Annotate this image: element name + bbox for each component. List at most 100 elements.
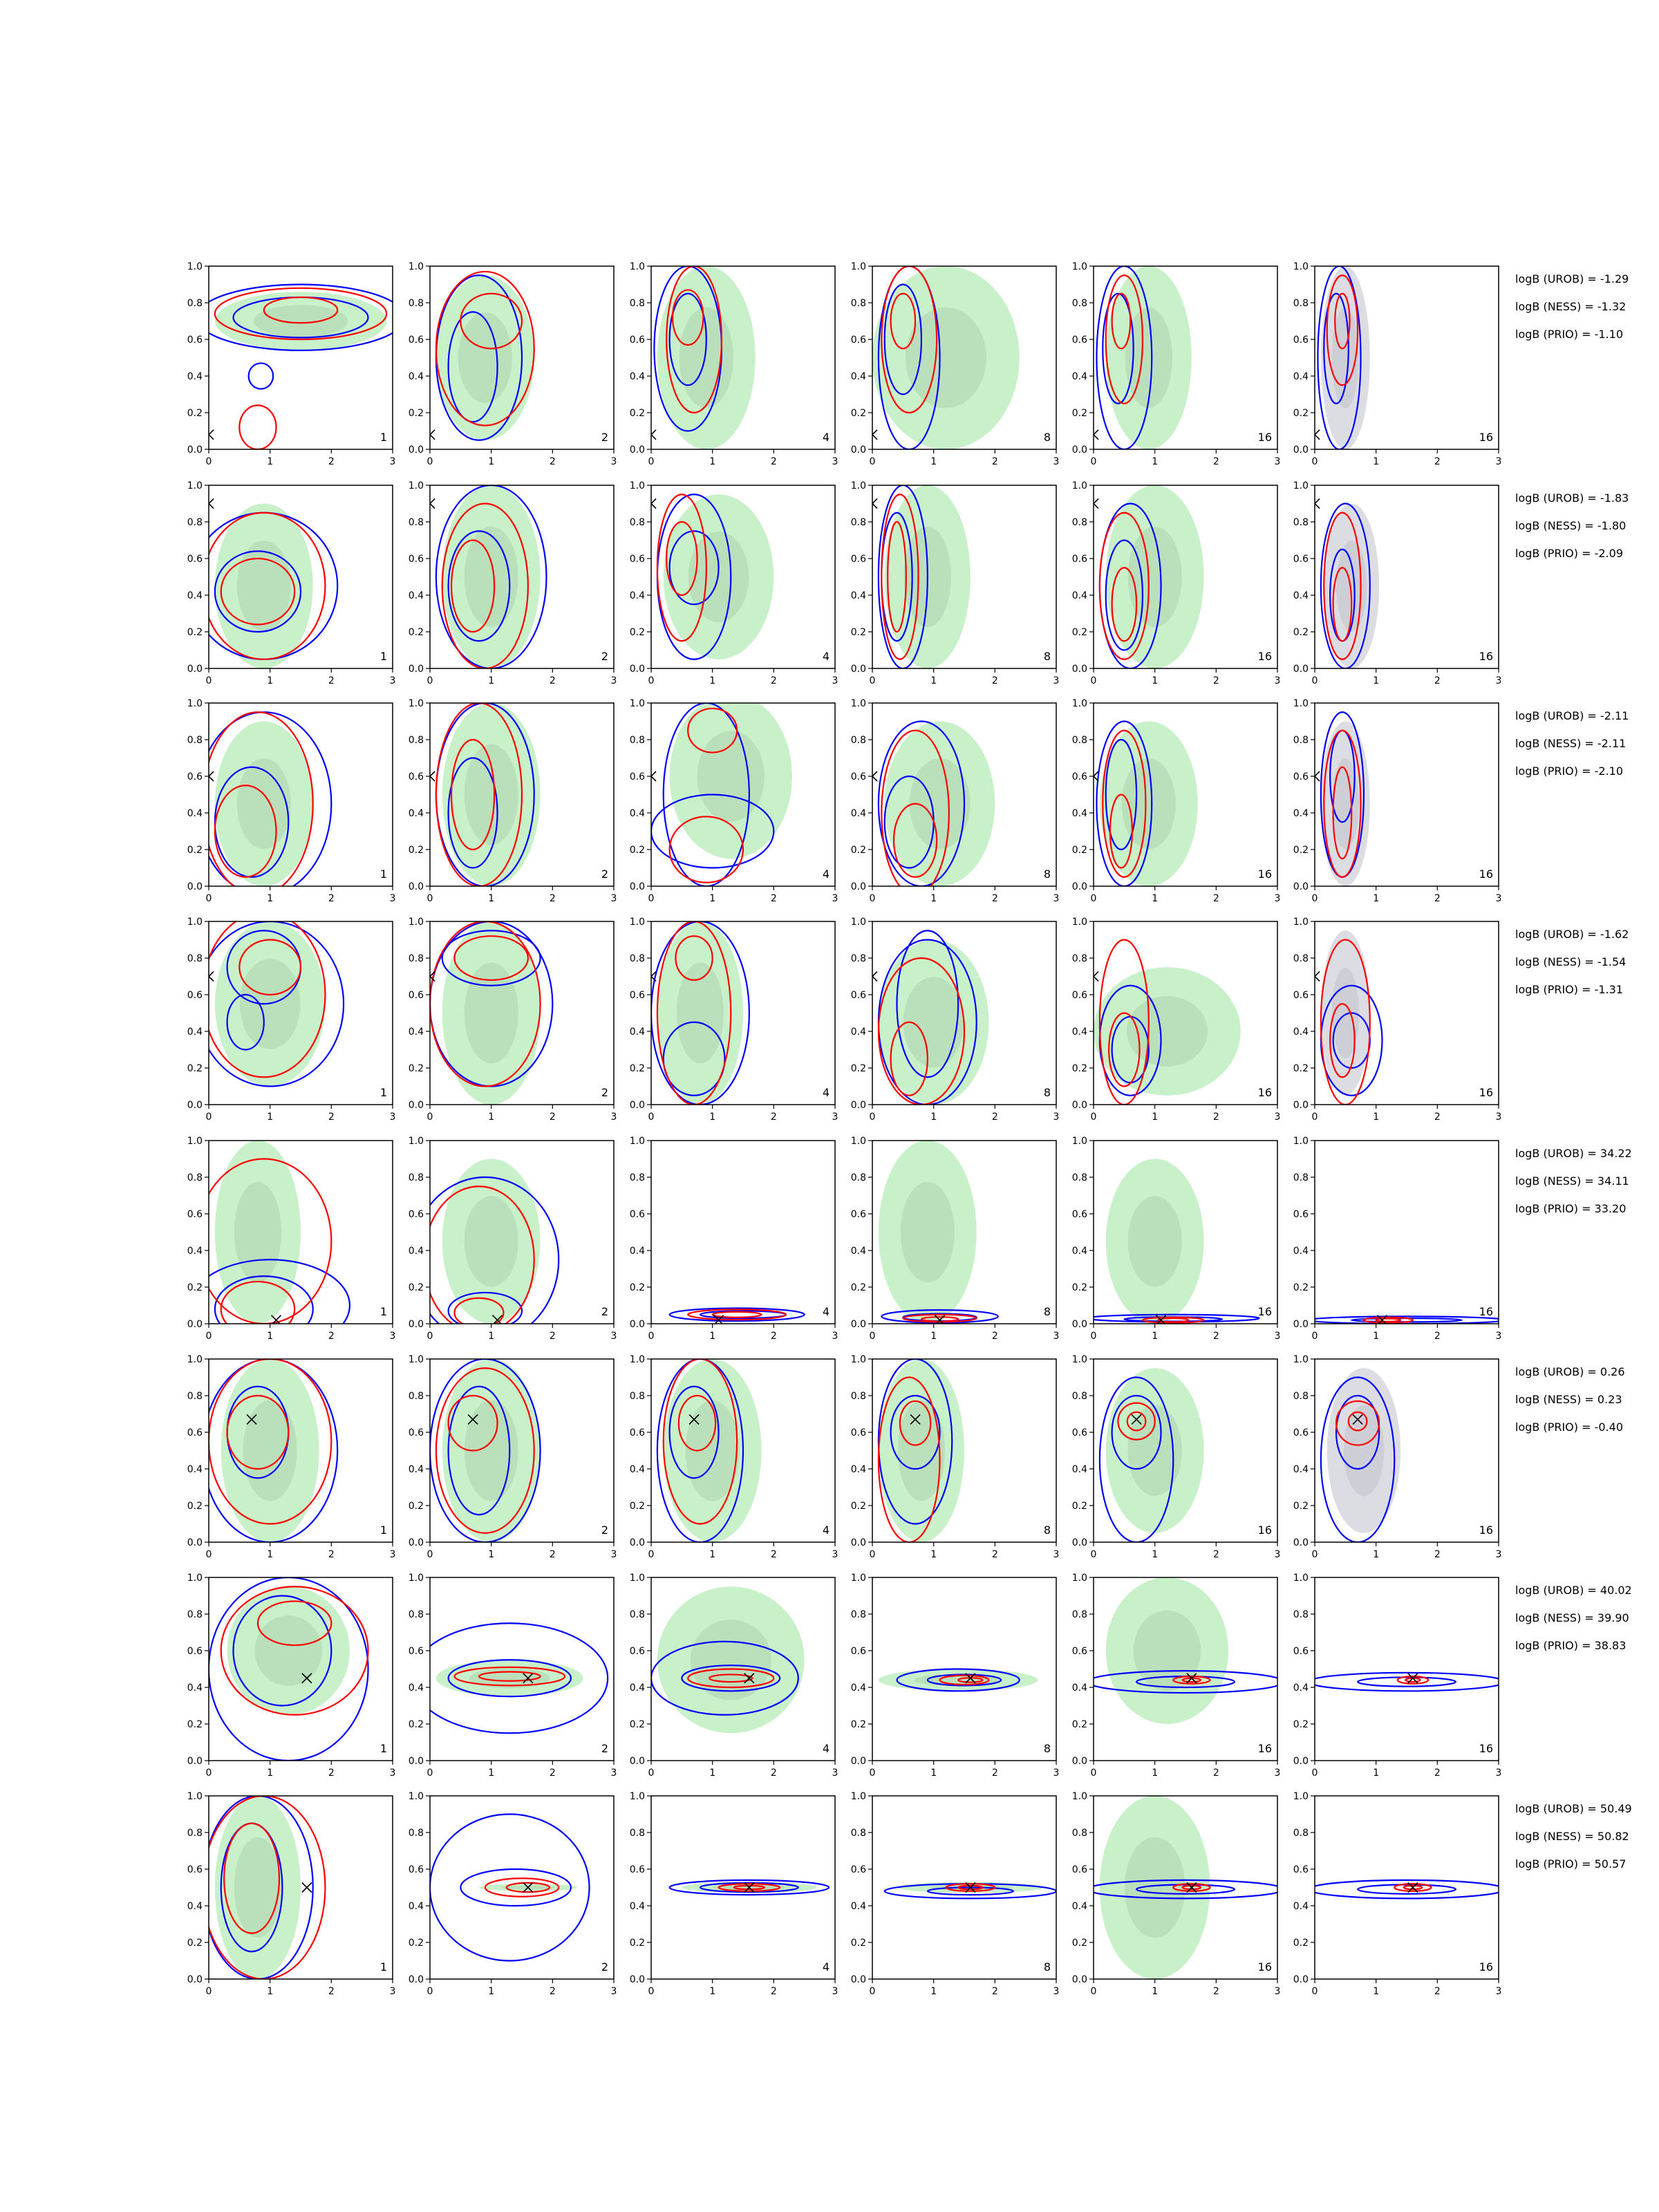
y-tick-label: 1.0 bbox=[1072, 1354, 1087, 1365]
axes-frame bbox=[429, 702, 615, 887]
x-tick-label: 2 bbox=[992, 1768, 998, 1779]
true-value-marker bbox=[430, 498, 435, 509]
blue-contour bbox=[1102, 292, 1134, 404]
y-tick-label: 0.8 bbox=[1072, 953, 1087, 964]
y-tick-label: 0.2 bbox=[187, 1938, 203, 1949]
y-tick-label: 0.4 bbox=[187, 1464, 203, 1475]
y-tick-label: 0.4 bbox=[1293, 1027, 1309, 1038]
y-tick-label: 0.8 bbox=[630, 1609, 645, 1620]
x-tick-label: 0 bbox=[870, 1112, 876, 1123]
y-tick-label: 0.0 bbox=[851, 1537, 866, 1548]
y-tick-label: 0.8 bbox=[630, 298, 645, 309]
x-tick-label: 1 bbox=[1373, 456, 1379, 467]
true-value-marker bbox=[872, 971, 878, 982]
y-tick-label: 0.2 bbox=[1072, 627, 1087, 638]
red-contour bbox=[1334, 292, 1351, 350]
x-tick-label: 3 bbox=[1275, 1112, 1281, 1123]
red-contour bbox=[890, 1021, 928, 1096]
y-tick-label: 0.4 bbox=[409, 1683, 424, 1694]
blue-contour bbox=[668, 1385, 720, 1479]
y-tick-label: 0.6 bbox=[630, 335, 645, 346]
y-tick-label: 0.4 bbox=[187, 1246, 203, 1257]
red-contour bbox=[877, 957, 966, 1105]
panel-r1-c6: 0 1 2 3 0.0 0.2 0.4 0.6 0.8 1.0 16 bbox=[1293, 261, 1502, 467]
axes-frame bbox=[1314, 1795, 1499, 1980]
x-tick-label: 0 bbox=[648, 456, 655, 467]
y-tick-label: 0.4 bbox=[1072, 1901, 1087, 1912]
y-tick-label: 0.0 bbox=[1072, 1537, 1087, 1548]
y-tick-label: 0.2 bbox=[1072, 408, 1087, 419]
blue-contour bbox=[1098, 1376, 1174, 1542]
x-tick-label: 3 bbox=[390, 675, 396, 686]
blue-contour bbox=[209, 1796, 314, 1979]
x-tick-label: 2 bbox=[550, 456, 556, 467]
density-fill-core bbox=[1121, 758, 1176, 850]
x-tick-label: 0 bbox=[427, 1986, 433, 1997]
red-contour bbox=[1396, 1675, 1430, 1685]
red-contour bbox=[1141, 1316, 1205, 1324]
x-tick-label: 1 bbox=[488, 1331, 494, 1342]
panel-size-label: 16 bbox=[1258, 868, 1272, 881]
y-tick-label: 0.6 bbox=[851, 990, 866, 1001]
x-tick-label: 3 bbox=[1275, 1331, 1281, 1342]
density-fill-core bbox=[234, 1181, 282, 1283]
density-fill bbox=[442, 921, 541, 1105]
y-tick-label: 0.0 bbox=[187, 444, 203, 456]
panel-plot-area bbox=[1094, 720, 1198, 886]
blue-contour bbox=[1094, 1879, 1277, 1900]
y-tick-label: 0.6 bbox=[630, 1427, 645, 1438]
panel-plot-area bbox=[430, 485, 547, 668]
logB-stat: logB (UROB) = 34.22 bbox=[1515, 1147, 1632, 1160]
x-tick-label: 1 bbox=[709, 1549, 715, 1560]
x-tick-label: 1 bbox=[267, 1112, 273, 1123]
red-contour bbox=[209, 711, 314, 886]
y-tick-label: 0.8 bbox=[409, 298, 424, 309]
blue-contour bbox=[1111, 1394, 1162, 1470]
axes-frame bbox=[1314, 1358, 1499, 1543]
x-tick-label: 3 bbox=[611, 1549, 617, 1560]
panel-size-label: 4 bbox=[823, 868, 830, 881]
y-tick-label: 0.4 bbox=[1293, 1246, 1309, 1257]
panel-plot-area bbox=[872, 485, 971, 668]
x-tick-label: 3 bbox=[1053, 1986, 1060, 1997]
y-tick-label: 1.0 bbox=[630, 1573, 645, 1584]
x-tick-label: 3 bbox=[832, 1112, 838, 1123]
y-tick-label: 0.4 bbox=[630, 808, 645, 819]
y-tick-label: 1.0 bbox=[630, 1791, 645, 1802]
y-tick-label: 0.8 bbox=[630, 953, 645, 964]
y-tick-label: 0.2 bbox=[1072, 1282, 1087, 1293]
y-tick-label: 0.8 bbox=[1072, 735, 1087, 746]
x-tick-label: 2 bbox=[550, 893, 556, 904]
panel-size-label: 8 bbox=[1044, 431, 1051, 444]
x-tick-label: 0 bbox=[427, 1112, 433, 1123]
blue-contour bbox=[651, 921, 750, 1105]
x-tick-label: 0 bbox=[1091, 1986, 1097, 1997]
panel-r1-c5: 0 1 2 3 0.0 0.2 0.4 0.6 0.8 1.0 16 bbox=[1072, 261, 1281, 467]
red-contour bbox=[662, 1359, 738, 1525]
y-tick-label: 0.6 bbox=[1072, 1427, 1087, 1438]
blue-contour bbox=[209, 1259, 350, 1324]
y-tick-label: 0.6 bbox=[187, 1427, 203, 1438]
y-tick-label: 0.2 bbox=[409, 1719, 424, 1730]
true-value-marker bbox=[1315, 429, 1320, 440]
y-tick-label: 0.0 bbox=[187, 1100, 203, 1111]
x-tick-label: 0 bbox=[1312, 1768, 1318, 1779]
axes-frame bbox=[650, 921, 836, 1105]
y-tick-label: 0.4 bbox=[1072, 1464, 1087, 1475]
x-tick-label: 0 bbox=[870, 1331, 876, 1342]
panel-plot-area bbox=[430, 1622, 609, 1734]
x-tick-label: 0 bbox=[870, 1549, 876, 1560]
density-fill bbox=[442, 1159, 541, 1324]
y-tick-label: 1.0 bbox=[630, 1136, 645, 1147]
red-contour bbox=[957, 1884, 984, 1891]
y-tick-label: 0.0 bbox=[1293, 1756, 1309, 1767]
x-tick-label: 1 bbox=[930, 1331, 937, 1342]
panel-size-label: 1 bbox=[380, 431, 387, 444]
x-tick-label: 3 bbox=[1053, 1768, 1060, 1779]
y-tick-label: 0.4 bbox=[409, 1901, 424, 1912]
y-tick-label: 1.0 bbox=[851, 1354, 866, 1365]
panel-plot-area bbox=[209, 1141, 350, 1324]
y-tick-label: 0.8 bbox=[851, 1609, 866, 1620]
y-tick-label: 0.4 bbox=[1293, 371, 1309, 382]
blue-contour bbox=[896, 1668, 1020, 1692]
